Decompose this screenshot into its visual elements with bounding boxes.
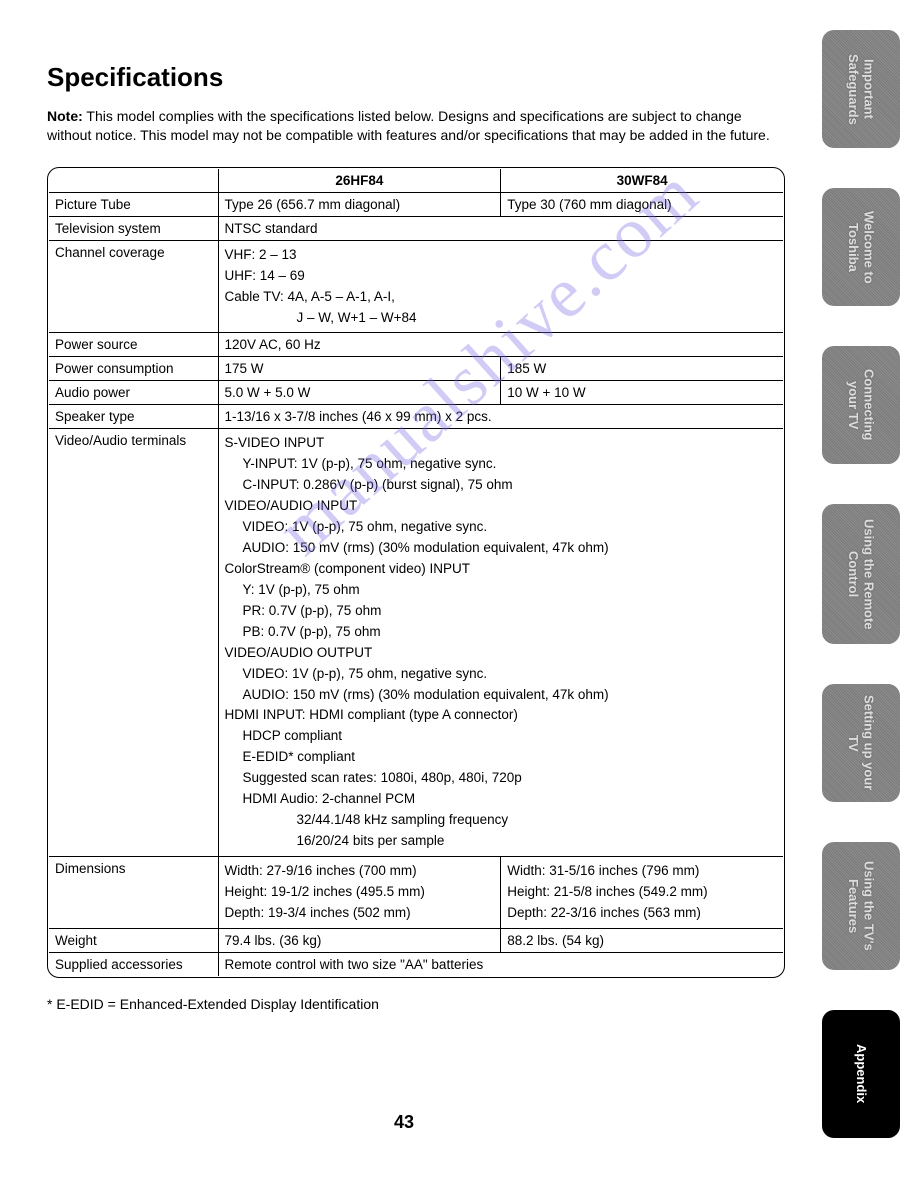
section-tabs: Important Safeguards Welcome to Toshiba …	[822, 30, 900, 1138]
cell-label: Speaker type	[49, 405, 219, 429]
tab-connecting[interactable]: Connecting your TV	[822, 346, 900, 464]
line: Cable TV: 4A, A-5 – A-1, A-I,	[225, 287, 777, 308]
line: Width: 27-9/16 inches (700 mm)	[225, 861, 495, 882]
row-power-consumption: Power consumption 175 W 185 W	[49, 357, 784, 381]
cell-span: VHF: 2 – 13 UHF: 14 – 69 Cable TV: 4A, A…	[218, 240, 783, 333]
page-number: 43	[0, 1112, 808, 1133]
header-row: 26HF84 30WF84	[49, 168, 784, 192]
row-video-audio: Video/Audio terminals S-VIDEO INPUT Y-IN…	[49, 429, 784, 856]
cell-c2: 88.2 lbs. (54 kg)	[501, 928, 784, 952]
line: 32/44.1/48 kHz sampling frequency	[225, 810, 777, 831]
line: 16/20/24 bits per sample	[225, 831, 777, 852]
line: Depth: 19-3/4 inches (502 mm)	[225, 903, 495, 924]
row-tv-system: Television system NTSC standard	[49, 216, 784, 240]
line: S-VIDEO INPUT	[225, 433, 777, 454]
page-heading: Specifications	[47, 62, 785, 93]
row-picture-tube: Picture Tube Type 26 (656.7 mm diagonal)…	[49, 192, 784, 216]
cell-label: Weight	[49, 928, 219, 952]
note-paragraph: Note: This model complies with the speci…	[47, 107, 785, 145]
cell-label: Supplied accessories	[49, 952, 219, 976]
line: C-INPUT: 0.286V (p-p) (burst signal), 75…	[225, 475, 777, 496]
row-accessories: Supplied accessories Remote control with…	[49, 952, 784, 976]
cell-span: Remote control with two size "AA" batter…	[218, 952, 783, 976]
row-audio-power: Audio power 5.0 W + 5.0 W 10 W + 10 W	[49, 381, 784, 405]
tab-safeguards[interactable]: Important Safeguards	[822, 30, 900, 148]
cell-label: Picture Tube	[49, 192, 219, 216]
note-text: This model complies with the specificati…	[47, 108, 770, 143]
line: PR: 0.7V (p-p), 75 ohm	[225, 601, 777, 622]
line: Width: 31-5/16 inches (796 mm)	[507, 861, 777, 882]
cell-c1: Type 26 (656.7 mm diagonal)	[218, 192, 501, 216]
tab-remote[interactable]: Using the Remote Control	[822, 504, 900, 644]
cell-label: Dimensions	[49, 856, 219, 928]
row-channel-coverage: Channel coverage VHF: 2 – 13 UHF: 14 – 6…	[49, 240, 784, 333]
cell-span: 120V AC, 60 Hz	[218, 333, 783, 357]
cell-c1: 175 W	[218, 357, 501, 381]
line: HDMI Audio: 2-channel PCM	[225, 789, 777, 810]
note-label: Note:	[47, 108, 83, 124]
cell-label: Power consumption	[49, 357, 219, 381]
line: E-EDID* compliant	[225, 747, 777, 768]
cell-c2: 185 W	[501, 357, 784, 381]
line: PB: 0.7V (p-p), 75 ohm	[225, 622, 777, 643]
line: VHF: 2 – 13	[225, 245, 777, 266]
line: UHF: 14 – 69	[225, 266, 777, 287]
spec-table-container: 26HF84 30WF84 Picture Tube Type 26 (656.…	[47, 167, 785, 978]
cell-span: NTSC standard	[218, 216, 783, 240]
cell-c2: 10 W + 10 W	[501, 381, 784, 405]
tab-welcome[interactable]: Welcome to Toshiba	[822, 188, 900, 306]
cell-label: Television system	[49, 216, 219, 240]
line: VIDEO/AUDIO OUTPUT	[225, 643, 777, 664]
cell-c1: 5.0 W + 5.0 W	[218, 381, 501, 405]
line: Y-INPUT: 1V (p-p), 75 ohm, negative sync…	[225, 454, 777, 475]
line: Height: 19-1/2 inches (495.5 mm)	[225, 882, 495, 903]
header-col1: 26HF84	[218, 168, 501, 192]
cell-c1: Width: 27-9/16 inches (700 mm) Height: 1…	[218, 856, 501, 928]
main-content: Specifications Note: This model complies…	[47, 62, 785, 1012]
cell-span: 1-13/16 x 3-7/8 inches (46 x 99 mm) x 2 …	[218, 405, 783, 429]
line: AUDIO: 150 mV (rms) (30% modulation equi…	[225, 685, 777, 706]
line: Y: 1V (p-p), 75 ohm	[225, 580, 777, 601]
tab-features[interactable]: Using the TV's Features	[822, 842, 900, 970]
cell-c2: Type 30 (760 mm diagonal)	[501, 192, 784, 216]
cell-c2: Width: 31-5/16 inches (796 mm) Height: 2…	[501, 856, 784, 928]
cell-label: Audio power	[49, 381, 219, 405]
line: Suggested scan rates: 1080i, 480p, 480i,…	[225, 768, 777, 789]
cell-label: Channel coverage	[49, 240, 219, 333]
line: Depth: 22-3/16 inches (563 mm)	[507, 903, 777, 924]
cell-span: S-VIDEO INPUT Y-INPUT: 1V (p-p), 75 ohm,…	[218, 429, 783, 856]
cell-label: Video/Audio terminals	[49, 429, 219, 856]
line: HDMI INPUT: HDMI compliant (type A conne…	[225, 705, 777, 726]
cell-label: Power source	[49, 333, 219, 357]
line: ColorStream® (component video) INPUT	[225, 559, 777, 580]
row-weight: Weight 79.4 lbs. (36 kg) 88.2 lbs. (54 k…	[49, 928, 784, 952]
line: VIDEO/AUDIO INPUT	[225, 496, 777, 517]
row-power-source: Power source 120V AC, 60 Hz	[49, 333, 784, 357]
footnote: * E-EDID = Enhanced-Extended Display Ide…	[47, 996, 785, 1012]
line: AUDIO: 150 mV (rms) (30% modulation equi…	[225, 538, 777, 559]
tab-appendix[interactable]: Appendix	[822, 1010, 900, 1138]
line: J – W, W+1 – W+84	[225, 308, 777, 329]
line: HDCP compliant	[225, 726, 777, 747]
line: Height: 21-5/8 inches (549.2 mm)	[507, 882, 777, 903]
header-blank	[49, 168, 219, 192]
row-speaker-type: Speaker type 1-13/16 x 3-7/8 inches (46 …	[49, 405, 784, 429]
tab-setting-up[interactable]: Setting up your TV	[822, 684, 900, 802]
line: VIDEO: 1V (p-p), 75 ohm, negative sync.	[225, 664, 777, 685]
line: VIDEO: 1V (p-p), 75 ohm, negative sync.	[225, 517, 777, 538]
row-dimensions: Dimensions Width: 27-9/16 inches (700 mm…	[49, 856, 784, 928]
cell-c1: 79.4 lbs. (36 kg)	[218, 928, 501, 952]
spec-table: 26HF84 30WF84 Picture Tube Type 26 (656.…	[48, 168, 784, 977]
header-col2: 30WF84	[501, 168, 784, 192]
